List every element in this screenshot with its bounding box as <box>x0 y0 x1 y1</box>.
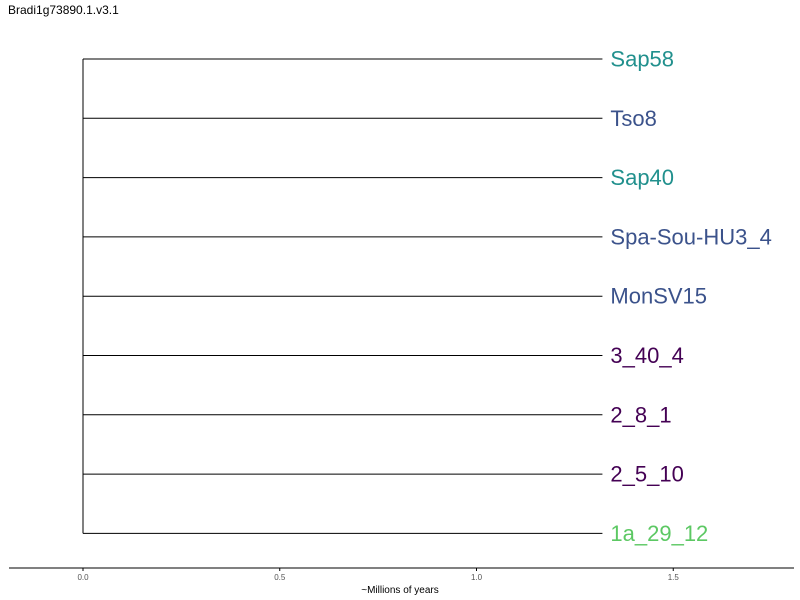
x-tick-label: 0.5 <box>274 573 286 582</box>
leaf-label: Tso8 <box>610 106 656 131</box>
x-axis-ticks: 0.0 0.5 1.0 1.5 <box>77 568 679 582</box>
branch-group <box>82 58 603 534</box>
leaf-label: 2_5_10 <box>610 462 683 487</box>
x-axis-title: ~Millions of years <box>361 585 439 596</box>
leaf-label: 3_40_4 <box>610 343 683 368</box>
chart-title: Bradi1g73890.1.v3.1 <box>8 3 119 17</box>
leaf-label: 1a_29_12 <box>610 521 708 546</box>
leaf-label: Sap40 <box>610 165 674 190</box>
leaf-label: 2_8_1 <box>610 402 671 427</box>
x-tick-label: 1.0 <box>471 573 483 582</box>
leaf-label: Spa-Sou-HU3_4 <box>610 224 771 249</box>
leaf-label-group: Sap58 Tso8 Sap40 Spa-Sou-HU3_4 MonSV15 3_40_4… <box>610 47 771 546</box>
leaf-label: MonSV15 <box>610 284 707 309</box>
x-tick-label: 0.0 <box>77 573 89 582</box>
leaf-label: Sap58 <box>610 47 674 72</box>
x-tick-label: 1.5 <box>668 573 680 582</box>
